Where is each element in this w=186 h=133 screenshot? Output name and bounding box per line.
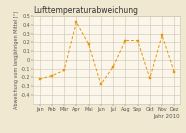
- Text: Lufttemperaturabweichung: Lufttemperaturabweichung: [33, 6, 139, 15]
- X-axis label: Jahr 2010: Jahr 2010: [154, 114, 180, 119]
- Y-axis label: Abweichung vom langjährigen Mittel [°]: Abweichung vom langjährigen Mittel [°]: [14, 11, 19, 109]
